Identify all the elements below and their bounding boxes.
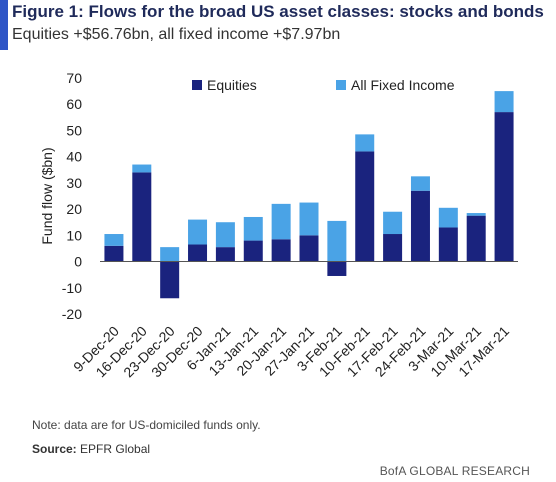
bar-equities xyxy=(355,151,375,262)
bar-fixed-income xyxy=(383,211,403,235)
legend-swatch-equities xyxy=(192,80,202,90)
bar-fixed-income xyxy=(271,203,291,240)
bar-equities xyxy=(327,261,347,276)
source-line: Source: EPFR Global xyxy=(32,442,150,456)
legend-label-equities: Equities xyxy=(207,77,257,93)
y-tick-label: -10 xyxy=(62,280,82,296)
bar-equities xyxy=(104,245,124,262)
bar-fixed-income xyxy=(438,207,458,228)
bar-equities xyxy=(271,239,291,262)
source-value: EPFR Global xyxy=(80,442,151,456)
legend-swatch-fixed-income xyxy=(336,80,346,90)
bar-fixed-income xyxy=(466,213,486,216)
bar-equities xyxy=(160,261,180,299)
bar-fixed-income xyxy=(410,176,430,191)
bar-equities xyxy=(438,227,458,262)
bar-fixed-income xyxy=(188,219,208,245)
y-tick-label: 70 xyxy=(66,70,82,86)
bar-fixed-income xyxy=(215,222,235,248)
bar-equities xyxy=(494,112,514,262)
y-tick-label: -20 xyxy=(62,306,82,322)
source-label: Source: xyxy=(32,442,77,456)
bar-fixed-income xyxy=(160,247,180,262)
bar-fixed-income xyxy=(132,164,152,173)
y-tick-label: 40 xyxy=(66,149,82,165)
bar-fixed-income xyxy=(494,91,514,113)
bar-equities xyxy=(299,235,319,262)
bar-equities xyxy=(243,240,263,262)
y-axis-label: Fund flow ($bn) xyxy=(39,147,55,244)
y-tick-label: 0 xyxy=(74,254,82,270)
bar-equities xyxy=(410,190,430,262)
bar-fixed-income xyxy=(243,216,263,241)
legend-label-fixed-income: All Fixed Income xyxy=(351,77,455,93)
bar-equities xyxy=(383,234,403,262)
bar-equities xyxy=(215,247,235,262)
bar-fixed-income xyxy=(355,134,375,152)
y-tick-label: 50 xyxy=(66,122,82,138)
bar-fixed-income xyxy=(104,234,124,246)
footnote: Note: data are for US-domiciled funds on… xyxy=(32,418,261,432)
bar-fixed-income xyxy=(327,220,347,262)
figure-title: Figure 1: Flows for the broad US asset c… xyxy=(12,2,544,21)
bar-equities xyxy=(132,172,152,262)
y-tick-label: 10 xyxy=(66,227,82,243)
brand-label: BofA GLOBAL RESEARCH xyxy=(379,464,530,478)
bar-fixed-income xyxy=(299,202,319,236)
figure-subtitle: Equities +$56.76bn, all fixed income +$7… xyxy=(12,26,341,43)
y-tick-label: 60 xyxy=(66,96,82,112)
bar-equities xyxy=(188,244,208,262)
bar-equities xyxy=(466,215,486,262)
y-tick-label: 20 xyxy=(66,201,82,217)
accent-bar xyxy=(0,0,8,50)
y-tick-label: 30 xyxy=(66,175,82,191)
